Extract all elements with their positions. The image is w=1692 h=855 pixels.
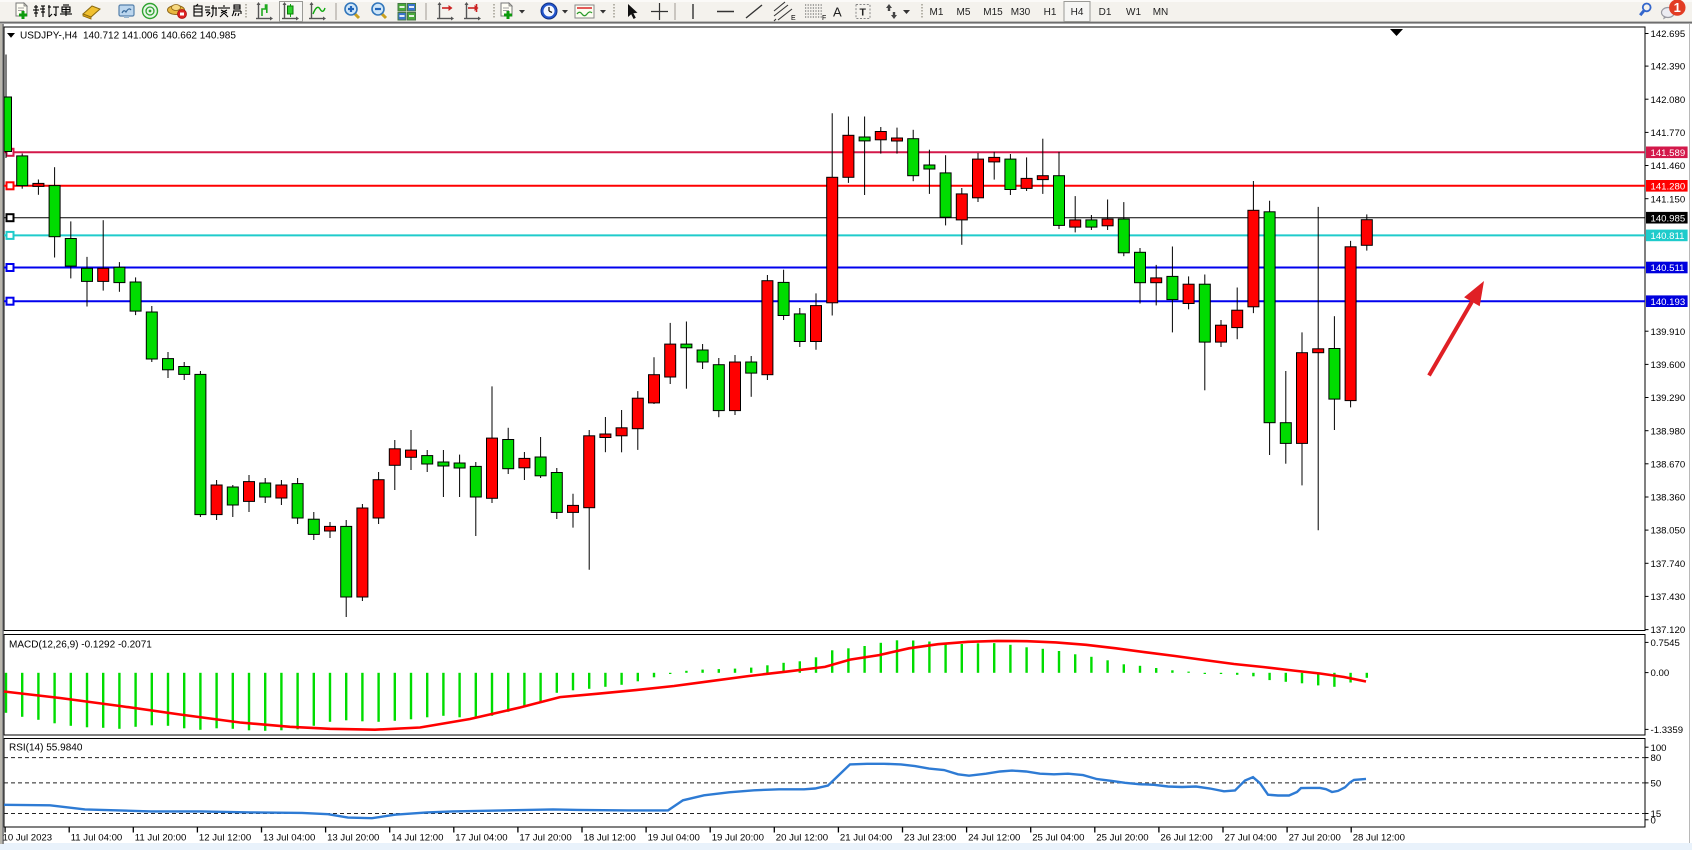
svg-text:140.511: 140.511: [1651, 263, 1685, 274]
svg-text:F: F: [822, 15, 826, 22]
svg-text:RSI(14) 55.9840: RSI(14) 55.9840: [9, 743, 83, 754]
svg-text:27 Jul 20:00: 27 Jul 20:00: [1289, 833, 1341, 844]
svg-text:137.120: 137.120: [1651, 625, 1686, 636]
svg-text:13 Jul 20:00: 13 Jul 20:00: [327, 833, 379, 844]
svg-text:142.390: 142.390: [1651, 62, 1686, 73]
svg-text:M1: M1: [930, 7, 944, 18]
svg-text:-1.3359: -1.3359: [1651, 725, 1684, 736]
svg-text:137.430: 137.430: [1651, 592, 1686, 603]
svg-text:M30: M30: [1011, 7, 1031, 18]
svg-text:T: T: [860, 7, 867, 19]
svg-text:M15: M15: [983, 7, 1003, 18]
svg-text:0: 0: [1651, 815, 1656, 826]
svg-text:21 Jul 04:00: 21 Jul 04:00: [840, 833, 892, 844]
svg-text:0.00: 0.00: [1651, 668, 1670, 679]
svg-text:141.460: 141.460: [1651, 161, 1686, 172]
svg-text:17 Jul 20:00: 17 Jul 20:00: [519, 833, 571, 844]
svg-text:17 Jul 04:00: 17 Jul 04:00: [455, 833, 507, 844]
svg-text:142.080: 142.080: [1651, 95, 1686, 106]
svg-text:W1: W1: [1126, 7, 1141, 18]
svg-text:20 Jul 12:00: 20 Jul 12:00: [776, 833, 828, 844]
svg-text:25 Jul 20:00: 25 Jul 20:00: [1096, 833, 1148, 844]
svg-text:27 Jul 04:00: 27 Jul 04:00: [1225, 833, 1277, 844]
svg-text:140.985: 140.985: [1651, 213, 1686, 224]
svg-text:138.670: 138.670: [1651, 459, 1686, 470]
svg-text:E: E: [791, 15, 796, 22]
svg-text:11 Jul 20:00: 11 Jul 20:00: [135, 833, 187, 844]
svg-text:0.7545: 0.7545: [1651, 638, 1680, 649]
svg-text:D1: D1: [1099, 7, 1112, 18]
svg-text:141.770: 141.770: [1651, 128, 1686, 139]
svg-text:13 Jul 04:00: 13 Jul 04:00: [263, 833, 315, 844]
svg-text:138.050: 138.050: [1651, 526, 1686, 537]
svg-text:139.910: 139.910: [1651, 327, 1686, 338]
svg-text:19 Jul 20:00: 19 Jul 20:00: [712, 833, 764, 844]
svg-text:141.150: 141.150: [1651, 194, 1686, 205]
svg-text:10 Jul 2023: 10 Jul 2023: [3, 833, 53, 844]
svg-text:H4: H4: [1071, 7, 1084, 18]
svg-text:138.980: 138.980: [1651, 426, 1686, 437]
svg-text:25 Jul 04:00: 25 Jul 04:00: [1032, 833, 1084, 844]
svg-text:M5: M5: [957, 7, 971, 18]
svg-text:14 Jul 12:00: 14 Jul 12:00: [391, 833, 443, 844]
svg-text:23 Jul 23:00: 23 Jul 23:00: [904, 833, 956, 844]
svg-text:142.695: 142.695: [1651, 29, 1686, 40]
svg-text:MACD(12,26,9) -0.1292 -0.2071: MACD(12,26,9) -0.1292 -0.2071: [9, 640, 152, 651]
svg-text:26 Jul 12:00: 26 Jul 12:00: [1160, 833, 1212, 844]
svg-text:138.360: 138.360: [1651, 493, 1686, 504]
svg-text:140.811: 140.811: [1651, 231, 1685, 242]
svg-text:140.193: 140.193: [1651, 297, 1686, 308]
svg-text:1: 1: [1674, 0, 1681, 15]
svg-text:A: A: [833, 5, 842, 20]
svg-text:141.589: 141.589: [1651, 148, 1686, 159]
svg-text:24 Jul 12:00: 24 Jul 12:00: [968, 833, 1020, 844]
svg-text:MN: MN: [1153, 7, 1169, 18]
svg-text:11 Jul 04:00: 11 Jul 04:00: [71, 833, 123, 844]
svg-text:100: 100: [1651, 743, 1667, 754]
svg-text:50: 50: [1651, 779, 1662, 790]
svg-text:H1: H1: [1044, 7, 1057, 18]
svg-text:80: 80: [1651, 753, 1662, 764]
svg-text:28 Jul 12:00: 28 Jul 12:00: [1353, 833, 1405, 844]
svg-text:18 Jul 12:00: 18 Jul 12:00: [584, 833, 636, 844]
svg-text:19 Jul 04:00: 19 Jul 04:00: [648, 833, 700, 844]
svg-text:12 Jul 12:00: 12 Jul 12:00: [199, 833, 251, 844]
svg-text:139.600: 139.600: [1651, 360, 1686, 371]
svg-text:139.290: 139.290: [1651, 393, 1686, 404]
svg-text:137.740: 137.740: [1651, 559, 1686, 570]
svg-text:USDJPY-,H4 140.712 141.006 14: USDJPY-,H4 140.712 141.006 140.662 140.9…: [20, 30, 236, 41]
svg-text:141.280: 141.280: [1651, 181, 1686, 192]
svg-text:15: 15: [1651, 809, 1662, 820]
